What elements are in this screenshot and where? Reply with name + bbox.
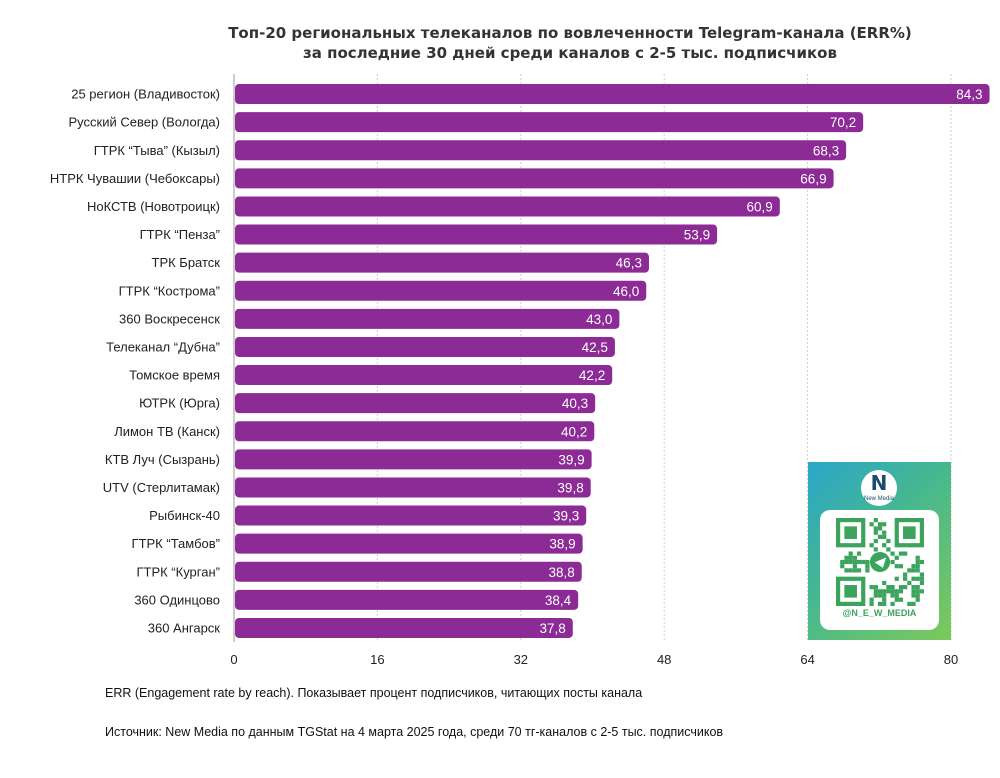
data-label: 70,2 xyxy=(830,115,856,130)
data-label: 68,3 xyxy=(813,143,839,158)
bar xyxy=(235,196,780,217)
data-label: 43,0 xyxy=(586,312,612,327)
qr-panel: @N_E_W_MEDIA xyxy=(820,510,939,630)
chart-title: Топ-20 региональных телеканалов по вовле… xyxy=(228,24,912,42)
category-label: ГТРК “Тамбов” xyxy=(132,536,220,551)
category-label: 360 Одинцово xyxy=(134,592,220,607)
data-label: 46,3 xyxy=(616,256,642,271)
data-label: 53,9 xyxy=(684,228,710,243)
bar xyxy=(235,449,592,470)
bar xyxy=(235,617,573,638)
category-label: Лимон ТВ (Канск) xyxy=(114,424,220,439)
source-note: Источник: New Media по данным TGStat на … xyxy=(105,725,724,739)
bar xyxy=(235,252,649,273)
x-tick-label: 80 xyxy=(944,652,958,667)
category-label: Телеканал “Дубна” xyxy=(106,339,220,354)
category-label: ГТРК “Пенза” xyxy=(140,227,220,242)
bar xyxy=(235,505,587,526)
category-label: UTV (Стерлитамак) xyxy=(103,480,220,495)
category-label: ГТРК “Курган” xyxy=(136,564,220,579)
bar-chart: 25 регион (Владивосток) 84,3 Русский Север… xyxy=(50,74,990,667)
data-label: 84,3 xyxy=(956,87,982,102)
bar xyxy=(235,477,591,498)
category-label: Русский Север (Вологда) xyxy=(68,115,220,130)
qr-card[interactable]: N New Media @N_E_W_MEDIA xyxy=(808,462,951,640)
bar xyxy=(235,365,613,386)
category-label: КТВ Луч (Сызрань) xyxy=(105,452,220,467)
bar xyxy=(235,533,583,554)
chart-subtitle: за последние 30 дней среди каналов с 2-5… xyxy=(303,44,837,62)
data-label: 40,2 xyxy=(561,424,587,439)
data-label: 39,3 xyxy=(553,509,579,524)
bar xyxy=(235,589,579,610)
bar xyxy=(235,308,620,329)
category-label: НоКСТВ (Новотроицк) xyxy=(87,199,220,214)
definition-note: ERR (Engagement rate by reach). Показыва… xyxy=(105,686,643,700)
category-label: 360 Воскресенск xyxy=(119,311,220,326)
data-label: 38,4 xyxy=(545,593,572,608)
category-label: 25 регион (Владивосток) xyxy=(71,87,220,102)
bar xyxy=(235,280,647,301)
category-label: ГТРК “Тыва” (Кызыл) xyxy=(94,143,220,158)
bar xyxy=(235,421,595,442)
new-media-logo: N New Media xyxy=(861,470,897,506)
bar xyxy=(235,84,990,105)
bar xyxy=(235,393,596,414)
bar xyxy=(235,561,582,582)
qr-code-icon xyxy=(836,518,924,606)
data-label: 60,9 xyxy=(747,199,773,214)
data-label: 42,2 xyxy=(579,368,605,383)
category-label: Томское время xyxy=(129,368,220,383)
data-label: 38,8 xyxy=(548,565,574,580)
telegram-handle: @N_E_W_MEDIA xyxy=(842,608,917,618)
data-label: 38,9 xyxy=(549,537,575,552)
x-tick-label: 32 xyxy=(514,652,528,667)
category-label: ТРК Братск xyxy=(152,255,221,270)
data-label: 66,9 xyxy=(800,171,826,186)
x-tick-label: 0 xyxy=(230,652,237,667)
x-tick-label: 64 xyxy=(800,652,814,667)
data-label: 39,8 xyxy=(557,480,583,495)
data-label: 42,5 xyxy=(582,340,608,355)
x-tick-label: 16 xyxy=(370,652,384,667)
bar xyxy=(235,168,834,189)
category-label: ЮТРК (Юрга) xyxy=(139,396,220,411)
data-label: 39,9 xyxy=(558,452,584,467)
data-label: 37,8 xyxy=(540,621,566,636)
data-label: 40,3 xyxy=(562,396,588,411)
category-label: 360 Ангарск xyxy=(148,620,221,635)
bar xyxy=(235,112,864,133)
x-tick-label: 48 xyxy=(657,652,671,667)
data-label: 46,0 xyxy=(613,284,639,299)
category-label: НТРК Чувашии (Чебоксары) xyxy=(50,171,220,186)
category-label: ГТРК “Кострома” xyxy=(119,283,220,298)
category-label: Рыбинск-40 xyxy=(149,508,220,523)
bar xyxy=(235,224,718,245)
bar xyxy=(235,140,847,161)
bar xyxy=(235,336,615,357)
